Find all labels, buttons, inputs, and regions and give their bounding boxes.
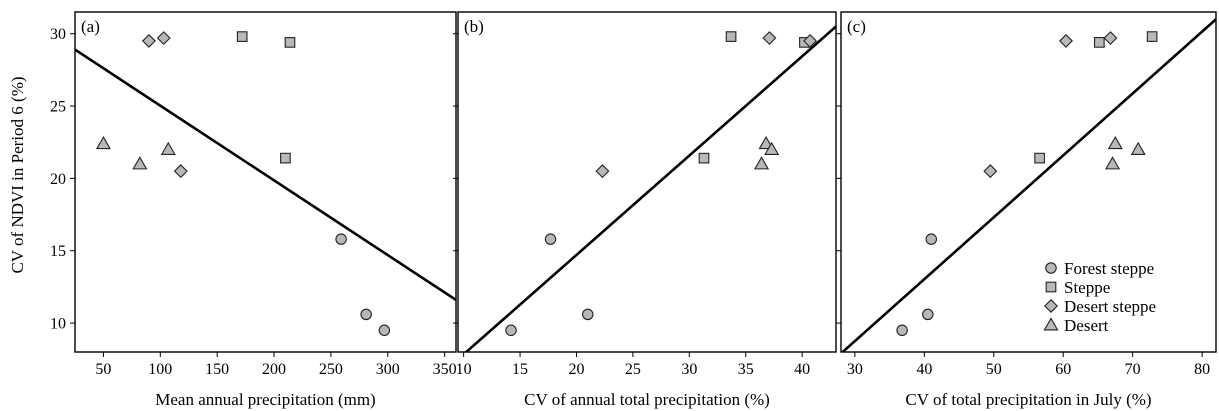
x-tick-label: 15 — [512, 361, 528, 378]
x-tick-label: 70 — [1125, 361, 1141, 378]
x-tick-label: 10 — [456, 361, 472, 378]
plot-frame — [840, 11, 1217, 353]
y-tick-label: 10 — [50, 316, 66, 333]
x-tick-label: 60 — [1055, 361, 1071, 378]
data-point-desert — [95, 135, 111, 150]
plot-frame — [457, 11, 837, 353]
x-tick-label: 50 — [95, 361, 111, 378]
x-tick-label: 40 — [916, 361, 932, 378]
data-point-desert — [1104, 156, 1121, 170]
data-point-forest-steppe — [360, 308, 372, 321]
regression-line — [841, 18, 1216, 352]
x-tick-label: 80 — [1194, 361, 1210, 378]
x-tick-label: 350 — [433, 361, 457, 378]
panel-1: (a) 50 100 150 200 250 300 350 10 15 20 25 30 Mean an… — [50, 11, 457, 409]
x-tick-label: 20 — [568, 361, 584, 378]
panel-3: (c) 30 40 50 60 70 80 CV of total precipitation… — [836, 11, 1217, 409]
x-tick-label: 30 — [681, 361, 697, 378]
data-point-desert — [132, 156, 148, 170]
x-axis-label: CV of total precipitation in July (%) — [905, 390, 1151, 409]
x-axis-label: Mean annual precipitation (mm) — [155, 390, 375, 409]
x-tick-label: 100 — [148, 361, 172, 378]
data-point-steppe — [1146, 31, 1158, 42]
x-tick-label: 300 — [376, 361, 400, 378]
data-point-desert-steppe — [803, 33, 818, 48]
data-point-steppe — [1093, 37, 1105, 48]
data-point-desert-steppe — [156, 31, 171, 46]
y-axis-label: CV of NDVI in Period 6 (%) — [8, 76, 27, 273]
data-point-desert-steppe — [1103, 31, 1118, 46]
data-point-forest-steppe — [378, 324, 391, 337]
data-point-desert — [160, 141, 176, 155]
data-point-forest-steppe — [896, 324, 908, 337]
data-point-steppe — [1034, 152, 1045, 164]
data-point-desert-steppe — [1059, 33, 1073, 48]
plot-frame — [74, 11, 457, 353]
x-tick-label: 40 — [794, 361, 810, 378]
regression-line — [464, 25, 836, 352]
regression-line — [75, 48, 456, 302]
data-point-steppe — [698, 152, 710, 164]
data-point-forest-steppe — [582, 308, 594, 321]
legend-label: Desert steppe — [1064, 297, 1156, 316]
data-point-forest-steppe — [335, 233, 347, 245]
legend-label: Desert — [1064, 316, 1109, 335]
panel-label: (a) — [81, 17, 100, 36]
panel-label: (b) — [464, 17, 484, 36]
x-tick-label: 50 — [986, 361, 1002, 378]
data-point-steppe — [236, 31, 248, 42]
legend-marker-desert — [1043, 317, 1059, 331]
panel-label: (c) — [847, 17, 866, 36]
data-point-desert — [1130, 141, 1146, 155]
panel-2: (b) 10 15 20 25 30 35 40 CV of annual total prec… — [453, 11, 837, 409]
data-point-desert — [753, 156, 770, 170]
x-tick-label: 250 — [319, 361, 343, 378]
data-point-desert — [758, 135, 774, 150]
legend-label: Steppe — [1064, 278, 1110, 297]
data-point-forest-steppe — [544, 233, 557, 245]
legend-marker-steppe — [1045, 281, 1057, 293]
legend-marker-forest-steppe — [1045, 262, 1057, 274]
x-tick-label: 25 — [625, 361, 641, 378]
data-point-forest-steppe — [922, 308, 934, 321]
data-point-desert-steppe — [141, 33, 156, 48]
data-point-forest-steppe — [505, 324, 517, 337]
data-point-steppe — [725, 31, 737, 42]
x-tick-label: 30 — [847, 361, 863, 378]
x-tick-label: 200 — [262, 361, 286, 378]
data-point-desert — [1107, 135, 1123, 150]
data-point-desert-steppe — [762, 31, 777, 46]
y-tick-label: 25 — [50, 99, 66, 116]
x-tick-label: 35 — [738, 361, 754, 378]
legend-marker-desert-steppe — [1044, 299, 1058, 313]
y-tick-label: 30 — [50, 26, 66, 43]
data-point-desert-steppe — [595, 164, 610, 179]
x-tick-label: 150 — [205, 361, 229, 378]
legend-label: Forest steppe — [1064, 259, 1154, 278]
data-point-desert-steppe — [173, 164, 188, 179]
data-point-desert-steppe — [983, 164, 998, 179]
data-point-steppe — [284, 37, 296, 48]
data-point-steppe — [280, 152, 291, 164]
data-point-forest-steppe — [925, 233, 938, 245]
data-point-desert — [764, 141, 780, 155]
y-tick-label: 20 — [50, 171, 66, 188]
y-tick-label: 15 — [50, 243, 66, 260]
x-axis-label: CV of annual total precipitation (%) — [524, 390, 770, 409]
